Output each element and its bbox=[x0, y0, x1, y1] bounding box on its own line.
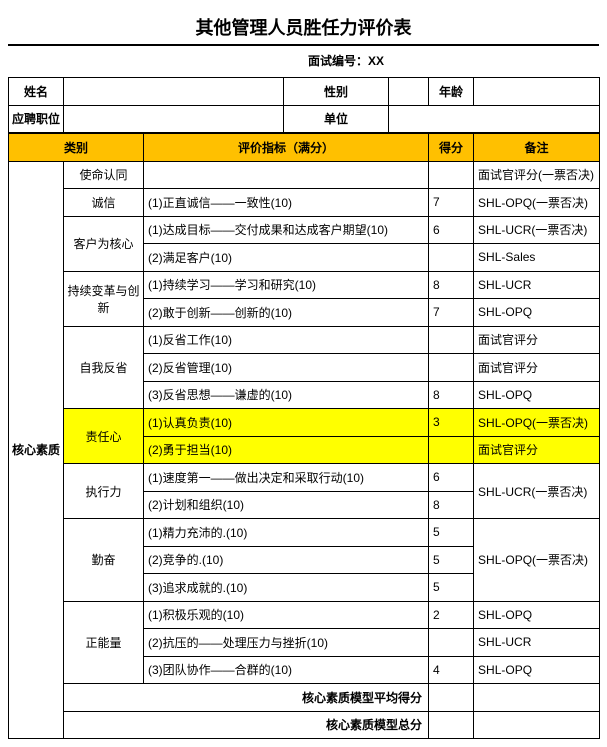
remark-cell: SHL-UCR(一票否决) bbox=[474, 464, 600, 519]
col-indicator: 评价指标（满分） bbox=[144, 134, 429, 162]
score-cell[interactable]: 2 bbox=[429, 601, 474, 629]
remark-cell: SHL-UCR(一票否决) bbox=[474, 216, 600, 244]
label-age: 年龄 bbox=[429, 78, 474, 106]
label-unit: 单位 bbox=[284, 105, 389, 133]
indicator-cell: (1)认真负责(10) bbox=[144, 409, 429, 437]
score-cell[interactable]: 4 bbox=[429, 656, 474, 684]
indicator-cell: (1)达成目标——交付成果和达成客户期望(10) bbox=[144, 216, 429, 244]
score-cell[interactable]: 5 bbox=[429, 574, 474, 602]
remark-cell: SHL-OPQ bbox=[474, 601, 600, 629]
remark-cell: SHL-UCR bbox=[474, 629, 600, 657]
page-title: 其他管理人员胜任力评价表 bbox=[8, 8, 599, 46]
score-cell[interactable]: 6 bbox=[429, 464, 474, 492]
score-cell[interactable]: 6 bbox=[429, 216, 474, 244]
score-cell[interactable] bbox=[429, 436, 474, 464]
remark-cell: SHL-OPQ bbox=[474, 656, 600, 684]
label-gender: 性别 bbox=[284, 78, 389, 106]
indicator-cell: (1)速度第一——做出决定和采取行动(10) bbox=[144, 464, 429, 492]
sub-category: 自我反省 bbox=[64, 326, 144, 409]
score-cell[interactable]: 5 bbox=[429, 519, 474, 547]
remark-cell: SHL-UCR bbox=[474, 271, 600, 299]
sub-category: 诚信 bbox=[64, 189, 144, 217]
indicator-cell: (1)反省工作(10) bbox=[144, 326, 429, 354]
field-age[interactable] bbox=[474, 78, 600, 106]
indicator-cell: (2)竞争的.(10) bbox=[144, 546, 429, 574]
indicator-cell: (2)满足客户(10) bbox=[144, 244, 429, 272]
sub-category: 使命认同 bbox=[64, 161, 144, 189]
indicator-cell: (2)敢于创新——创新的(10) bbox=[144, 299, 429, 327]
score-cell[interactable] bbox=[429, 629, 474, 657]
indicator-cell: (2)反省管理(10) bbox=[144, 354, 429, 382]
remark-cell: SHL-OPQ(一票否决) bbox=[474, 189, 600, 217]
avg-label: 核心素质模型平均得分 bbox=[64, 684, 429, 712]
sub-category: 持续变革与创新 bbox=[64, 271, 144, 326]
indicator-cell: (2)抗压的——处理压力与挫折(10) bbox=[144, 629, 429, 657]
indicator-cell bbox=[144, 161, 429, 189]
score-cell[interactable]: 5 bbox=[429, 546, 474, 574]
score-cell[interactable] bbox=[429, 326, 474, 354]
field-unit[interactable] bbox=[389, 105, 600, 133]
field-gender[interactable] bbox=[389, 78, 429, 106]
score-cell[interactable]: 7 bbox=[429, 299, 474, 327]
score-cell[interactable]: 8 bbox=[429, 491, 474, 519]
indicator-cell: (2)勇于担当(10) bbox=[144, 436, 429, 464]
indicator-cell: (2)计划和组织(10) bbox=[144, 491, 429, 519]
score-cell[interactable]: 8 bbox=[429, 381, 474, 409]
indicator-cell: (3)反省思想——谦虚的(10) bbox=[144, 381, 429, 409]
interview-number: 面试编号：XX bbox=[8, 48, 599, 77]
total-label: 核心素质模型总分 bbox=[64, 711, 429, 739]
total-score[interactable] bbox=[429, 711, 474, 739]
sub-category: 正能量 bbox=[64, 601, 144, 684]
field-position[interactable] bbox=[64, 105, 284, 133]
remark-cell: SHL-Sales bbox=[474, 244, 600, 272]
remark-cell: SHL-OPQ(一票否决) bbox=[474, 409, 600, 437]
sub-category: 勤奋 bbox=[64, 519, 144, 602]
score-cell[interactable]: 3 bbox=[429, 409, 474, 437]
label-name: 姓名 bbox=[9, 78, 64, 106]
col-category: 类别 bbox=[9, 134, 144, 162]
indicator-cell: (1)持续学习——学习和研究(10) bbox=[144, 271, 429, 299]
col-remark: 备注 bbox=[474, 134, 600, 162]
remark-cell: 面试官评分(一票否决) bbox=[474, 161, 600, 189]
score-cell[interactable] bbox=[429, 354, 474, 382]
col-score: 得分 bbox=[429, 134, 474, 162]
score-cell[interactable] bbox=[429, 161, 474, 189]
remark-cell: 面试官评分 bbox=[474, 436, 600, 464]
sub-category: 执行力 bbox=[64, 464, 144, 519]
evaluation-table: 类别 评价指标（满分） 得分 备注 核心素质使命认同面试官评分(一票否决)诚信(… bbox=[8, 133, 600, 739]
indicator-cell: (3)团队协作——合群的(10) bbox=[144, 656, 429, 684]
field-name[interactable] bbox=[64, 78, 284, 106]
big-category: 核心素质 bbox=[9, 161, 64, 739]
score-cell[interactable]: 8 bbox=[429, 271, 474, 299]
sub-category: 客户为核心 bbox=[64, 216, 144, 271]
total-remark bbox=[474, 711, 600, 739]
avg-remark bbox=[474, 684, 600, 712]
score-cell[interactable]: 7 bbox=[429, 189, 474, 217]
remark-cell: SHL-OPQ bbox=[474, 381, 600, 409]
indicator-cell: (1)精力充沛的.(10) bbox=[144, 519, 429, 547]
indicator-cell: (1)积极乐观的(10) bbox=[144, 601, 429, 629]
score-cell[interactable] bbox=[429, 244, 474, 272]
sub-category: 责任心 bbox=[64, 409, 144, 464]
info-table: 姓名 性别 年龄 应聘职位 单位 bbox=[8, 77, 600, 133]
remark-cell: 面试官评分 bbox=[474, 326, 600, 354]
label-position: 应聘职位 bbox=[9, 105, 64, 133]
avg-score[interactable] bbox=[429, 684, 474, 712]
indicator-cell: (1)正直诚信——一致性(10) bbox=[144, 189, 429, 217]
indicator-cell: (3)追求成就的.(10) bbox=[144, 574, 429, 602]
remark-cell: SHL-OPQ(一票否决) bbox=[474, 519, 600, 602]
remark-cell: 面试官评分 bbox=[474, 354, 600, 382]
remark-cell: SHL-OPQ bbox=[474, 299, 600, 327]
